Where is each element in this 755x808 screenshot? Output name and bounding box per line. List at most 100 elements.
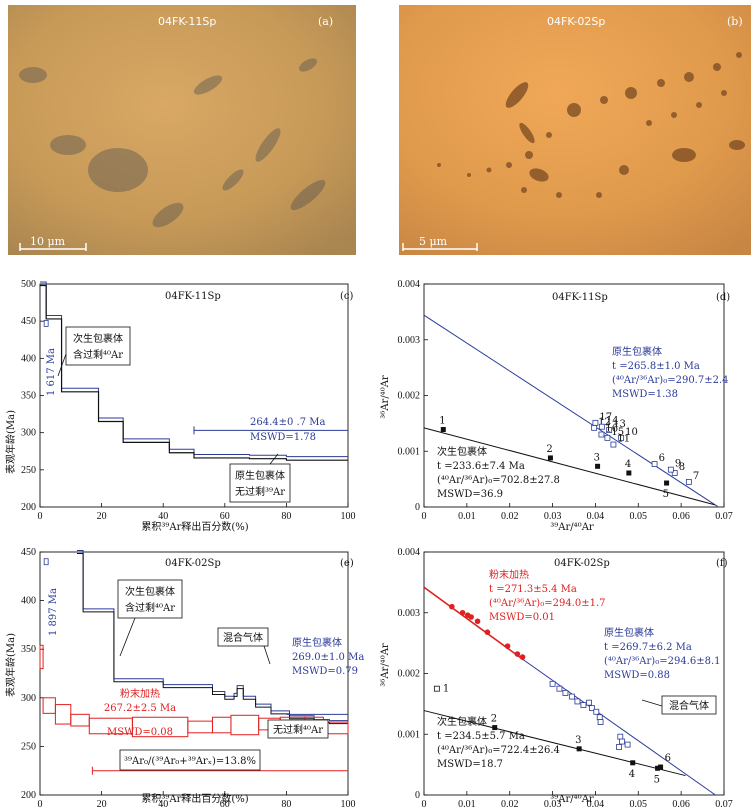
chart-c-plateau-age: 264.4±0 .7 Ma xyxy=(250,417,326,428)
chart-c: 0 20 40 60 80 100 200 250 300 350 400 450 500 04FK-1… xyxy=(4,279,356,533)
chart-c-ylabel: 表观年龄(Ma) xyxy=(4,410,17,474)
chart-d-primary-point-label: 8 xyxy=(679,462,685,473)
chart-f-secondary-point xyxy=(655,765,661,771)
photo-b-scale-label: 5 μm xyxy=(419,235,448,248)
chart-c-primary-line2: 无过剩³⁹Ar xyxy=(235,485,285,498)
chart-f-powder-line3: (⁴⁰Ar/³⁶Ar)₀=294.0±1.7 xyxy=(489,598,606,609)
chart-d-primary-point xyxy=(598,423,605,430)
chart-e-title: 04FK-02Sp xyxy=(165,558,221,569)
chart-d-primary-point xyxy=(618,434,625,441)
chart-d-y-tick-label: 0.002 xyxy=(398,391,421,402)
chart-e-plot-frame xyxy=(39,551,349,796)
chart-d-y-tick-label: 0.003 xyxy=(398,335,421,346)
chart-c-secondary-line2: 含过剩⁴⁰Ar xyxy=(73,348,123,361)
chart-f-x-tick-label: 0.02 xyxy=(501,799,519,808)
chart-f-y-tick-label: 0.004 xyxy=(398,547,421,558)
chart-f-powder-point xyxy=(468,614,474,620)
chart-e-red-step xyxy=(39,644,44,670)
chart-e-y-tick-label: 450 xyxy=(21,547,36,558)
chart-f-secondary-point-label: 3 xyxy=(575,735,581,746)
chart-c-x-tick-label: 100 xyxy=(341,511,356,522)
chart-e-x-tick-label: 20 xyxy=(97,799,107,808)
chart-d-primary-point xyxy=(610,441,617,448)
chart-d-primary-point-label: 9 xyxy=(675,459,681,470)
chart-d-primary-line2: t =265.8±1.0 Ma xyxy=(612,361,700,372)
chart-f-mixed-label: 混合气体 xyxy=(669,699,709,712)
chart-d-secondary-point xyxy=(626,470,632,476)
chart-e-formula: ³⁹Ar₀/(³⁹Ar₀+³⁹Arₓ)=13.8% xyxy=(124,756,256,767)
chart-c-secondary-line1: 次生包裹体 xyxy=(73,332,123,345)
chart-f: 0 0.01 0.02 0.03 0.04 0.05 0.06 0.07 0 0.001 0.002… xyxy=(380,547,733,808)
chart-f-fit-line-primary xyxy=(523,659,716,796)
chart-e-x-tick-label: 40 xyxy=(158,799,168,808)
chart-e-y-tick-label: 350 xyxy=(21,644,36,655)
chart-f-secondary-point xyxy=(630,760,636,766)
chart-c-y-tick-label: 350 xyxy=(21,391,36,402)
chart-f-powder-line2: t =271.3±5.4 Ma xyxy=(489,584,577,595)
chart-d-x-tick-label: 0.06 xyxy=(672,511,690,522)
chart-f-primary-point xyxy=(586,699,592,706)
chart-f-primary-annotation: 原生包裹体 t =269.7±6.2 Ma (⁴⁰Ar/³⁶Ar)₀=294.6… xyxy=(604,626,721,681)
chart-f-y-tick-label: 0.003 xyxy=(398,608,421,619)
chart-c-y-tick-label: 450 xyxy=(21,316,36,327)
chart-e-no-excess-label: 无过剩⁴⁰Ar xyxy=(273,723,323,736)
chart-f-powder-line1: 粉末加热 xyxy=(489,568,529,581)
chart-f-primary-line2: t =269.7±6.2 Ma xyxy=(604,642,692,653)
photo-b-title: 04FK-02Sp xyxy=(547,15,605,28)
chart-d-secondary-point xyxy=(664,480,670,486)
chart-d-primary-point xyxy=(591,424,598,431)
photo-a-scale-label: 10 μm xyxy=(30,235,66,248)
chart-e-powder-line2: 267.2±2.5 Ma xyxy=(104,703,176,714)
chart-f-secondary-line4: MSWD=18.7 xyxy=(437,759,503,770)
chart-e-primary-label: 原生包裹体 xyxy=(292,636,342,649)
chart-f-secondary-annotation: 次生包裹体 t =234.5±5.7 Ma (⁴⁰Ar/³⁶Ar)₀=722.4… xyxy=(437,715,560,770)
chart-f-secondary-point-label: 6 xyxy=(665,753,671,764)
chart-c-title: 04FK-11Sp xyxy=(165,291,221,302)
chart-f-secondary-point xyxy=(576,746,582,752)
chart-d-primary-point xyxy=(606,427,613,433)
chart-e-blue-upper xyxy=(76,550,349,723)
photo-b: 04FK-02Sp (b) 5 μm xyxy=(399,5,751,255)
chart-e-powder-line3: MSWD=0.08 xyxy=(107,727,173,738)
chart-e-tag: (e) xyxy=(340,558,354,569)
chart-f-powder-point xyxy=(449,603,455,610)
chart-d-primary-point xyxy=(651,461,658,467)
chart-f-x-tick-label: 0.07 xyxy=(715,799,733,808)
chart-c-series-lower xyxy=(40,284,348,461)
chart-d-secondary-point xyxy=(440,427,446,433)
chart-d-x-tick-label: 0.01 xyxy=(458,511,476,522)
chart-d-x-tick-label: 0.07 xyxy=(715,511,733,522)
chart-d-primary-point-label: 7 xyxy=(693,471,699,482)
chart-c-first-step-label: 1 617 Ma xyxy=(46,348,57,396)
chart-c-y-tick-label: 250 xyxy=(21,465,36,476)
chart-f-primary-point xyxy=(574,698,581,705)
chart-f-fit-line-secondary xyxy=(423,710,686,777)
chart-f-x-tick-label: 0.01 xyxy=(458,799,476,808)
chart-c-tag: (c) xyxy=(340,291,354,302)
chart-d-secondary-line3: (⁴⁰Ar/³⁶Ar)₀=702.8±27.8 xyxy=(437,475,560,486)
chart-d-secondary-line4: MSWD=36.9 xyxy=(437,489,503,500)
chart-f-primary-point xyxy=(619,738,625,745)
chart-f-powder-point xyxy=(514,651,521,657)
chart-f-secondary-point-label: 5 xyxy=(654,774,660,785)
chart-f-primary-line3: (⁴⁰Ar/³⁶Ar)₀=294.6±8.1 xyxy=(604,656,721,667)
photo-b-image: 04FK-02Sp (b) 5 μm xyxy=(399,5,751,255)
chart-f-primary-line4: MSWD=0.88 xyxy=(604,670,670,681)
chart-f-ylabel: ³⁶Ar/⁴⁰Ar xyxy=(380,643,391,687)
chart-d-primary-point-label: 16 xyxy=(605,424,618,435)
chart-d-fit-line-secondary xyxy=(423,427,715,506)
chart-c-plot-frame xyxy=(39,283,349,508)
chart-d-primary-line3: (⁴⁰Ar/³⁶Ar)₀=290.7±2.4 xyxy=(612,375,729,386)
chart-d-secondary-point-label: 2 xyxy=(546,444,552,455)
chart-d: 0 0.01 0.02 0.03 0.04 0.05 0.06 0.07 0 0.001 0.002… xyxy=(380,279,733,533)
chart-e-secondary-box xyxy=(117,579,183,619)
chart-f-primary-point xyxy=(568,693,575,700)
chart-f-primary-point xyxy=(616,744,622,750)
chart-d-y-tick-label: 0 xyxy=(415,502,420,513)
chart-f-y-tick-label: 0 xyxy=(415,790,420,801)
chart-d-y-tick-label: 0.001 xyxy=(398,446,421,457)
chart-f-secondary-line1: 次生包裹体 xyxy=(437,715,487,728)
chart-d-secondary-point-label: 5 xyxy=(663,489,669,500)
chart-f-primary-point xyxy=(593,708,600,715)
chart-d-primary-point-label: 17 xyxy=(599,412,612,423)
